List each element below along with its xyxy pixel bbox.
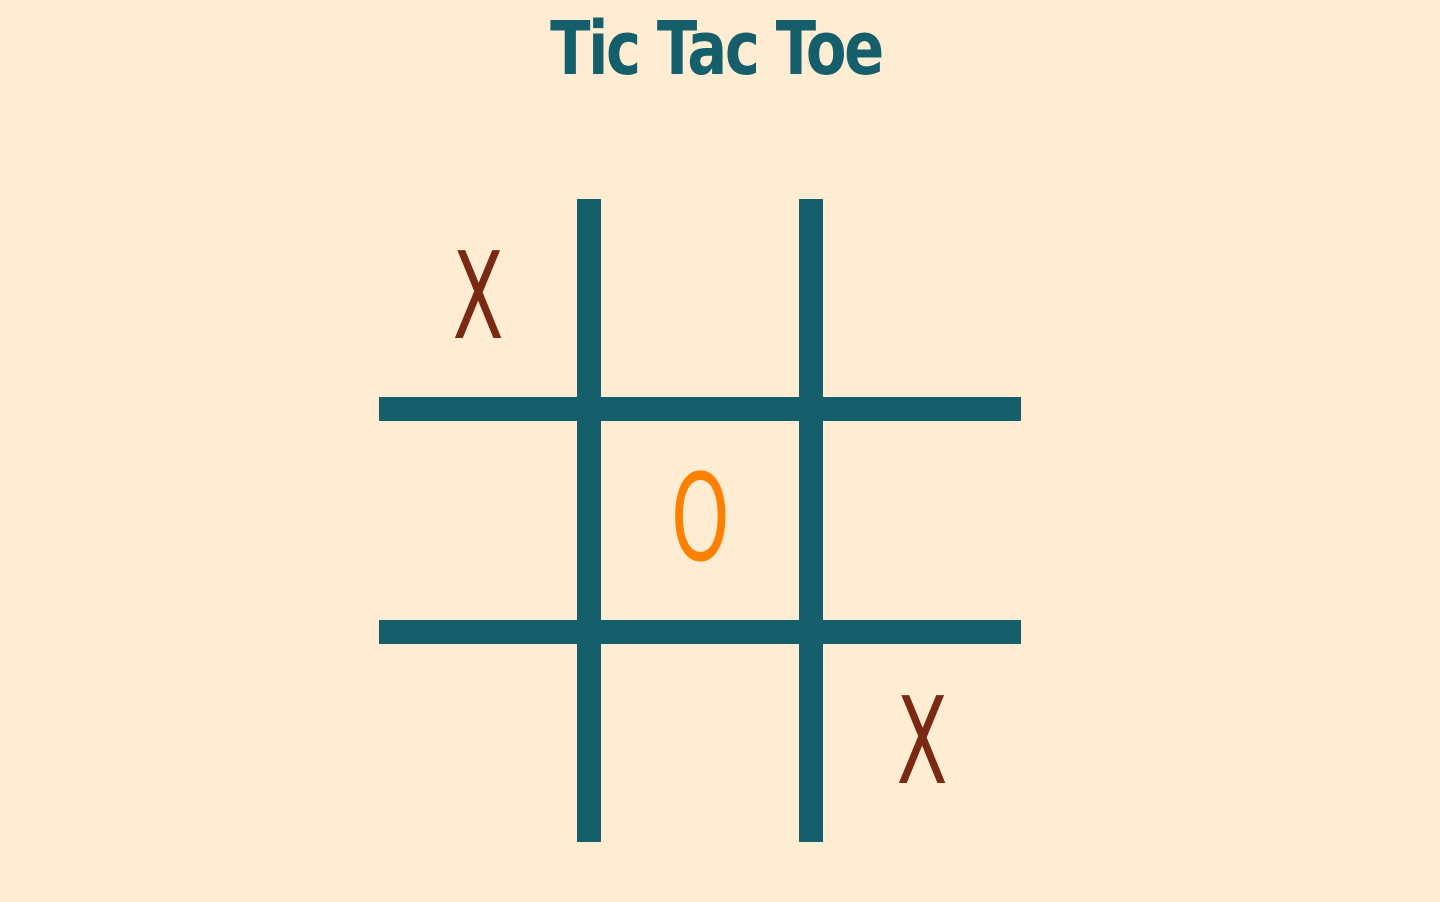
board-cell-6[interactable]: [823, 421, 1021, 619]
grid-line-horizontal-1: [379, 397, 1021, 421]
board-cell-7[interactable]: [379, 644, 577, 842]
cell-mark: X: [896, 673, 948, 812]
grid-line-horizontal-2: [379, 620, 1021, 644]
grid-line-vertical-2: [799, 199, 823, 842]
board-cell-2[interactable]: [601, 199, 799, 397]
board-cell-5[interactable]: O: [601, 421, 799, 619]
board-cell-9[interactable]: X: [823, 644, 1021, 842]
cell-mark: O: [670, 450, 730, 589]
tic-tac-toe-board: X O X: [379, 199, 1021, 842]
cell-mark: X: [452, 228, 504, 367]
board-cell-8[interactable]: [601, 644, 799, 842]
page-title: Tic Tac Toe: [550, 6, 884, 92]
board-cell-4[interactable]: [379, 421, 577, 619]
board-cell-3[interactable]: [823, 199, 1021, 397]
grid-line-vertical-1: [577, 199, 601, 842]
board-cell-1[interactable]: X: [379, 199, 577, 397]
